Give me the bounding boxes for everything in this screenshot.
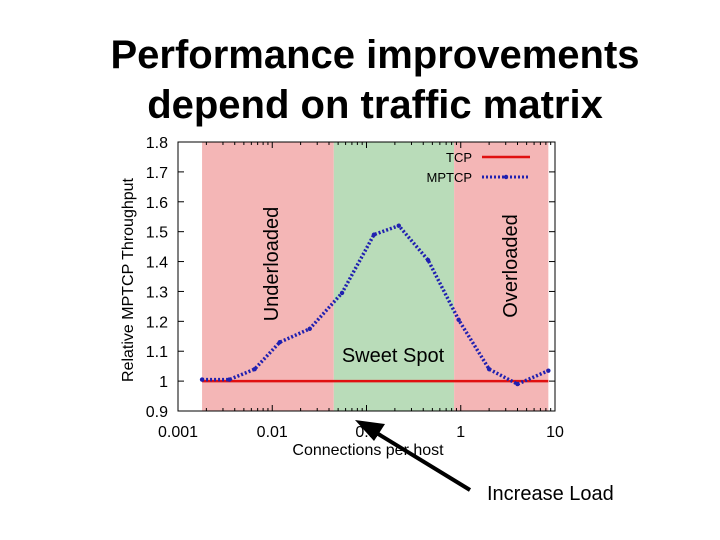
y-tick-label: 1.6 [146,195,168,212]
series-point-mptcp [456,317,461,323]
slide-title: Performance improvements depend on traff… [0,30,720,130]
y-tick-label: 1.3 [146,284,168,301]
series-point-mptcp [515,381,520,387]
region-sweet-spot [333,142,455,411]
y-tick-label: 1.8 [146,135,168,152]
y-tick-label: 1.7 [146,165,168,182]
series-point-mptcp [277,340,282,345]
y-tick-label: 1 [159,374,168,391]
x-axis-label: Connections per host [292,442,444,459]
legend-label-mptcp: MPTCP [427,170,473,185]
series-point-mptcp [486,366,492,372]
increase-load-label: Increase Load [487,483,614,505]
series-point-mptcp [546,368,551,373]
y-tick-label: 1.4 [146,255,168,272]
region-underloaded [202,142,334,411]
zone-label-underloaded: Underloaded [261,207,283,322]
increase-load-arrow [355,420,472,492]
series-point-mptcp [396,223,401,228]
zone-label-overloaded: Overloaded [500,214,522,317]
x-tick-label: 1 [456,424,465,441]
x-tick-label: 10 [546,424,564,441]
series-point-mptcp [199,377,205,382]
series-point-mptcp [227,377,232,382]
x-tick-label: 0.01 [257,424,288,441]
region-overloaded [454,142,549,411]
y-tick-label: 1.2 [146,314,168,331]
zone-label-sweet-spot: Sweet Spot [342,345,445,367]
legend-marker-mptcp [503,174,509,180]
x-tick-label: 0.001 [158,424,198,441]
series-point-mptcp [307,326,312,332]
slide-title-line-2: depend on traffic matrix [147,83,603,127]
series-point-mptcp [339,290,345,296]
y-tick-label: 1.5 [146,225,168,242]
slide-title-line-1: Performance improvements [110,33,640,77]
series-point-mptcp [425,257,431,263]
y-axis-label: Relative MPTCP Throughput [120,177,137,382]
series-point-mptcp [371,232,377,237]
y-tick-label: 0.9 [146,404,168,421]
y-tick-label: 1.1 [146,344,168,361]
series-point-mptcp [252,366,257,372]
legend-label-tcp: TCP [446,150,472,165]
